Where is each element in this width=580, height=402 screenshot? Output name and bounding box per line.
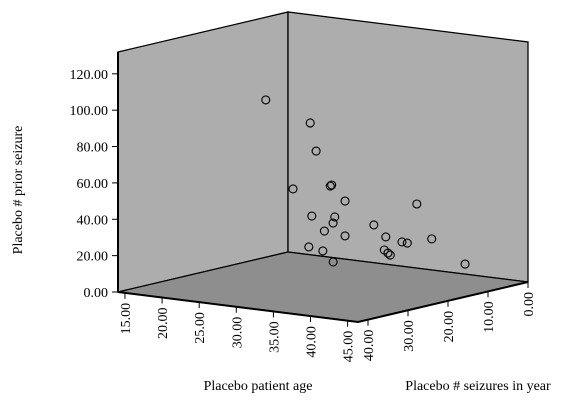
point — [311, 146, 321, 156]
z-tick-label: 0.00 — [522, 292, 537, 317]
z-tick-label: 20.00 — [442, 311, 457, 343]
y-tick-label: 20.00 — [77, 250, 109, 265]
point — [412, 199, 422, 209]
z-tick-label: 40.00 — [362, 330, 377, 362]
point — [330, 212, 340, 222]
point — [397, 237, 407, 247]
x-tick-label: 15.00 — [119, 303, 134, 335]
point — [318, 246, 328, 256]
point — [383, 248, 393, 258]
point — [369, 220, 379, 230]
y-tick-label: 120.00 — [70, 68, 109, 83]
point — [261, 95, 271, 105]
y-axis-title: Placebo # prior seizure — [11, 126, 26, 255]
point — [385, 250, 395, 260]
y-tick-label: 100.00 — [70, 104, 109, 119]
point — [328, 218, 338, 228]
point — [328, 257, 338, 267]
point — [460, 259, 470, 269]
point — [305, 118, 315, 128]
z-axis-title: Placebo # seizures in year — [405, 379, 551, 394]
point — [307, 211, 317, 221]
y-tick-label: 40.00 — [77, 213, 109, 228]
point — [340, 196, 350, 206]
y-tick-label: 80.00 — [77, 141, 109, 156]
z-tick-label: 10.00 — [482, 301, 497, 333]
y-tick-label: 60.00 — [77, 177, 109, 192]
point — [427, 234, 437, 244]
x-tick-label: 40.00 — [305, 326, 320, 358]
point — [402, 238, 412, 248]
point — [381, 232, 391, 242]
x-tick-label: 25.00 — [193, 312, 208, 344]
point — [340, 231, 350, 241]
point — [319, 226, 329, 236]
axis-edge — [117, 281, 529, 324]
y-tick-label: 0.00 — [84, 286, 109, 301]
x-axis-title: Placebo patient age — [204, 379, 313, 394]
back-wall — [287, 11, 529, 283]
x-tick-label: 35.00 — [267, 321, 282, 353]
x-tick-label: 20.00 — [156, 308, 171, 340]
point — [325, 181, 335, 191]
point — [304, 242, 314, 252]
left-wall — [117, 11, 289, 293]
x-tick-label: 45.00 — [342, 331, 357, 363]
point — [327, 180, 337, 190]
z-tick-label: 30.00 — [402, 320, 417, 352]
x-tick-label: 30.00 — [230, 317, 245, 349]
point — [288, 184, 298, 194]
